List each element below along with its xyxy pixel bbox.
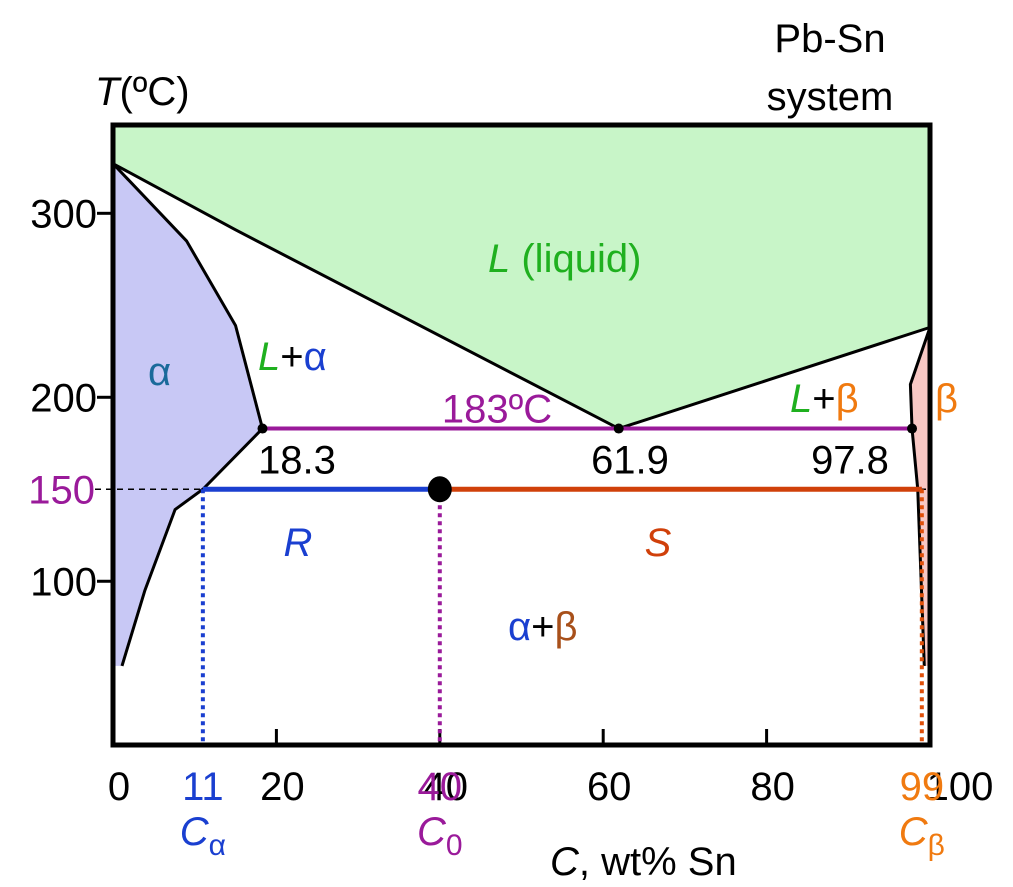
subscript: α <box>209 829 226 862</box>
symbol: C <box>180 810 210 854</box>
x-tick-label: 20 <box>260 765 305 809</box>
y-tick-label: 200 <box>30 376 97 420</box>
x-tick-label: 0 <box>108 765 130 809</box>
subscript: 0 <box>446 829 463 862</box>
composition-symbol: Cβ <box>899 810 945 862</box>
region-label: L (liquid) <box>488 237 641 281</box>
label-part: + <box>280 335 303 379</box>
symbol: C <box>417 810 447 854</box>
plot-frame <box>110 122 933 748</box>
y-tick-label: 300 <box>30 192 97 236</box>
lever-segment-label: R <box>284 521 313 565</box>
region-fill <box>910 327 930 666</box>
region-label: L+α <box>258 335 327 379</box>
eutectic-composition: 97.8 <box>811 439 889 483</box>
composition-symbol: C0 <box>417 810 463 862</box>
composition-label: 11 <box>182 765 224 809</box>
region-label: β <box>935 377 958 421</box>
composition-label: 40 <box>418 765 463 809</box>
x-unit: , wt% Sn <box>579 840 737 884</box>
label-part: α <box>508 605 531 649</box>
composition-symbol: Cα <box>180 810 226 862</box>
region-fill <box>113 125 930 429</box>
label-part: + <box>812 377 835 421</box>
eutectic-label: 183ºC <box>442 388 552 432</box>
y-symbol: T <box>95 70 122 114</box>
isotherm-label: 150 <box>28 468 95 512</box>
symbol: C <box>899 810 929 854</box>
phase-boundary <box>112 162 931 431</box>
label-part: β <box>554 605 577 649</box>
eutectic-point <box>907 423 918 434</box>
title-line: system <box>767 75 894 119</box>
region-fills <box>113 125 930 666</box>
label-part: L <box>790 377 812 421</box>
overall-composition-point <box>427 476 452 503</box>
eutectic-point <box>257 423 268 434</box>
region-label: α+β <box>508 605 578 649</box>
subscript: β <box>928 829 945 862</box>
y-tick-label: 100 <box>30 560 97 604</box>
x-tick-label: 100 <box>927 765 994 809</box>
x-tick-label: 80 <box>750 765 795 809</box>
lever-segment-label: S <box>645 521 672 565</box>
y-unit: (ºC) <box>119 70 189 114</box>
region-label: α <box>148 350 171 394</box>
label-part: α <box>304 335 327 379</box>
eutectic-point <box>613 423 624 434</box>
eutectic-composition: 61.9 <box>591 439 669 483</box>
composition-label: 99 <box>900 765 945 809</box>
phase-boundary <box>111 162 265 667</box>
eutectic-composition: 18.3 <box>258 439 336 483</box>
y-axis-label: T(ºC) <box>95 70 190 114</box>
title-line: Pb-Sn <box>774 17 885 61</box>
x-symbol: C <box>550 840 580 884</box>
label-part: (liquid) <box>510 237 641 281</box>
region-label: L+β <box>790 377 859 421</box>
label-part: + <box>531 605 554 649</box>
label-part: L <box>258 335 280 379</box>
region-fill <box>113 163 263 666</box>
label-part: L <box>488 237 510 281</box>
label-part: β <box>836 377 859 421</box>
x-tick-label: 40 <box>424 765 469 809</box>
x-tick-label: 60 <box>587 765 632 809</box>
x-axis-label: C, wt% Sn <box>550 840 737 884</box>
